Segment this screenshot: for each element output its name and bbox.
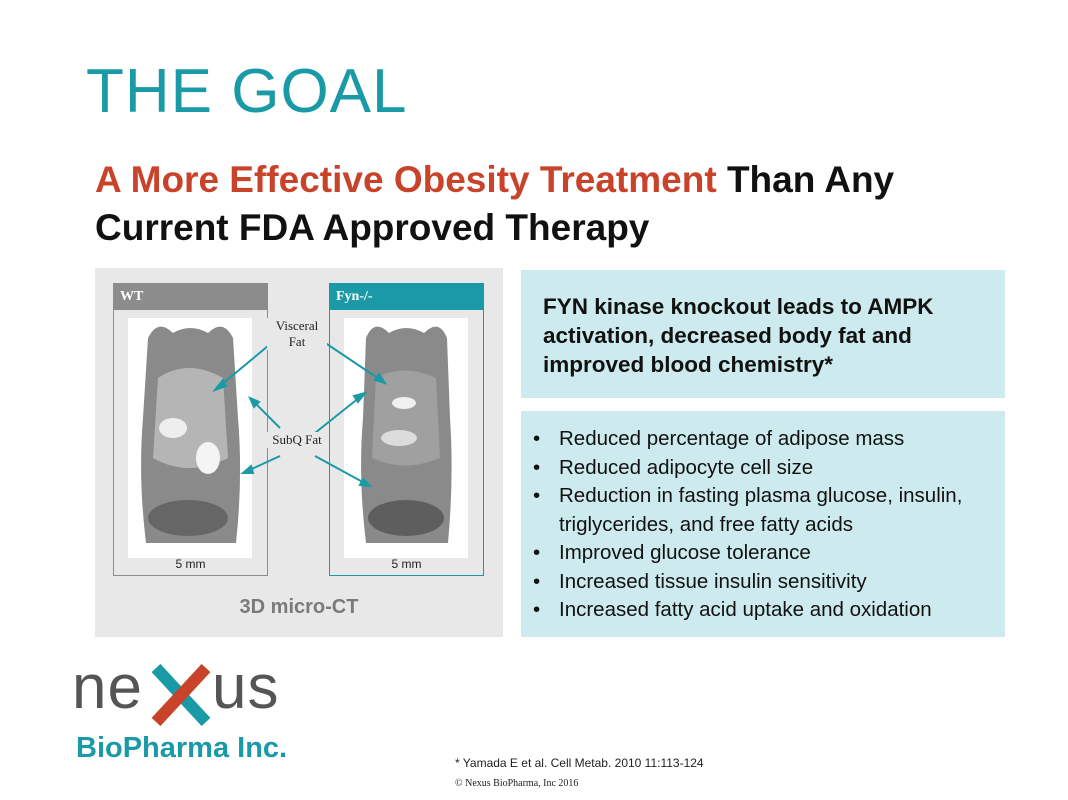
bullet-item: Reduction in fasting plasma glucose, ins…: [533, 482, 1001, 539]
bullet-item: Increased fatty acid uptake and oxidatio…: [533, 596, 1001, 625]
annotation: Visceral Fat: [267, 318, 327, 350]
ct-scan: [141, 326, 241, 543]
scale-label: 5 mm: [391, 557, 422, 571]
subtitle: A More Effective Obesity Treatment Than …: [95, 156, 955, 252]
scale-label: 5 mm: [175, 557, 206, 571]
fyn-panel: Fyn-/- 5 mm: [329, 283, 484, 576]
logo-x: [151, 664, 211, 726]
logo-word-start: ne: [72, 653, 143, 722]
bullet-box: Reduced percentage of adipose massReduce…: [521, 411, 1005, 637]
figure-caption: 3D micro-CT: [239, 596, 359, 618]
copyright: © Nexus BioPharma, Inc 2016: [455, 778, 579, 789]
panel-label: WT: [114, 284, 267, 310]
bullet-item: Reduced adipocyte cell size: [533, 454, 1001, 483]
bullet-item: Improved glucose tolerance: [533, 539, 1001, 568]
bullet-item: Increased tissue insulin sensitivity: [533, 568, 1001, 597]
wt-panel: WT 5 mm: [113, 283, 268, 576]
logo: ne us BioPharma Inc.: [72, 653, 312, 770]
bullet-list: Reduced percentage of adipose massReduce…: [533, 425, 1001, 625]
logo-word-end: us: [212, 653, 280, 722]
logo-company: BioPharma Inc.: [76, 732, 288, 764]
ct-image: [128, 318, 252, 558]
bullet-item: Reduced percentage of adipose mass: [533, 425, 1001, 454]
panel-label: Fyn-/-: [330, 284, 483, 310]
annotation: SubQ Fat: [267, 432, 327, 448]
footnote: * Yamada E et al. Cell Metab. 2010 11:11…: [455, 756, 704, 770]
slide-title: THE GOAL: [86, 57, 408, 126]
headline-box: FYN kinase knockout leads to AMPK activa…: [521, 270, 1005, 398]
headline: FYN kinase knockout leads to AMPK activa…: [543, 294, 934, 377]
ct-image: [344, 318, 468, 558]
subtitle-highlight: A More Effective Obesity Treatment: [95, 159, 717, 200]
micro-ct-figure: WT 5 mm Fyn-/-: [95, 268, 503, 637]
subtitle-rest: Than Any Current FDA Approved Therapy: [95, 159, 895, 248]
annotation-arrows: [211, 335, 388, 488]
